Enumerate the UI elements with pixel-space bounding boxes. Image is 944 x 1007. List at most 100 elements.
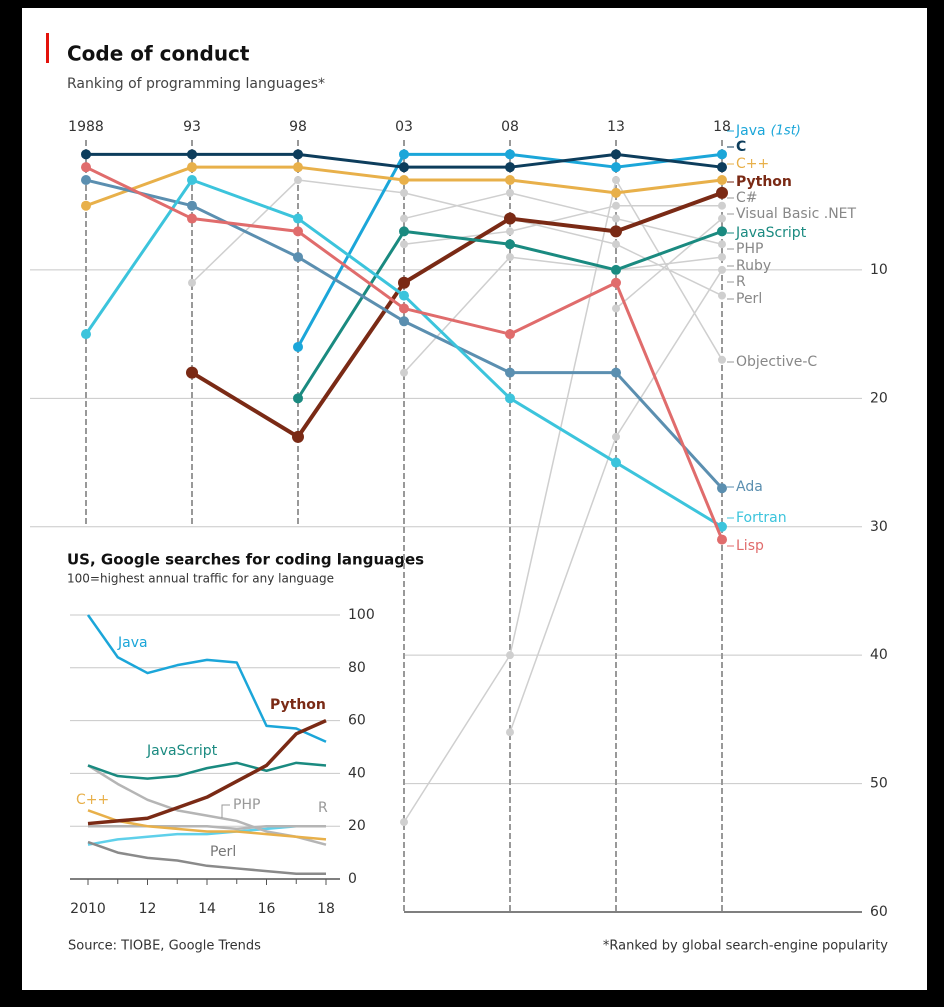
- footnote: *Ranked by global search-engine populari…: [603, 939, 888, 954]
- point: [717, 521, 727, 532]
- point: [400, 368, 408, 377]
- series-label: Visual Basic .NET: [736, 206, 857, 222]
- point: [505, 239, 515, 250]
- series-line: [191, 179, 723, 297]
- point: [505, 175, 515, 186]
- x-tick-label: 93: [183, 119, 201, 135]
- point: [505, 162, 515, 173]
- point: [717, 226, 727, 237]
- point: [506, 188, 514, 197]
- point: [293, 341, 303, 352]
- point: [718, 355, 726, 364]
- chart-title: Code of conduct: [67, 42, 250, 66]
- series-line: [87, 761, 327, 780]
- x-tick-label: 12: [139, 901, 157, 917]
- point: [611, 277, 621, 288]
- point: [611, 162, 621, 173]
- point: [399, 175, 409, 186]
- annotation: (1st): [771, 124, 801, 139]
- point: [186, 366, 198, 379]
- point: [717, 534, 727, 545]
- point: [611, 264, 621, 275]
- point: [399, 162, 409, 173]
- source: Source: TIOBE, Google Trends: [68, 939, 261, 954]
- point: [718, 253, 726, 262]
- point: [718, 214, 726, 223]
- point: [717, 162, 727, 173]
- point: [611, 457, 621, 468]
- point: [718, 265, 726, 274]
- point: [718, 291, 726, 300]
- point: [717, 175, 727, 186]
- series-label: Perl: [736, 291, 762, 307]
- y-tick-label: 60: [870, 904, 888, 920]
- series-label: JavaScript: [735, 225, 807, 241]
- series-line: [88, 824, 326, 831]
- point: [611, 149, 621, 160]
- series-line: [86, 614, 327, 743]
- series-label: R: [318, 800, 328, 816]
- x-tick-label: 18: [317, 901, 335, 917]
- point: [399, 149, 409, 160]
- y-tick-label: 60: [348, 713, 366, 729]
- series-label: Java: [735, 123, 766, 139]
- point: [398, 276, 410, 289]
- y-tick-label: 40: [870, 647, 888, 663]
- point: [400, 240, 408, 249]
- y-tick-label: 80: [348, 660, 366, 676]
- y-tick-label: 100: [348, 607, 375, 623]
- point: [505, 393, 515, 404]
- point: [718, 201, 726, 210]
- x-tick-label: 08: [501, 119, 519, 135]
- point: [611, 367, 621, 378]
- series-label: C++: [76, 792, 109, 808]
- point: [81, 175, 91, 186]
- series-label: R: [736, 274, 746, 290]
- series-label: C: [736, 139, 746, 155]
- point: [187, 149, 197, 160]
- inset-subtitle: 100=highest annual traffic for any langu…: [67, 572, 334, 586]
- chart-subtitle: Ranking of programming languages*: [67, 76, 325, 92]
- y-tick-label: 30: [870, 519, 888, 535]
- point: [612, 176, 620, 185]
- point: [293, 393, 303, 404]
- point: [716, 186, 728, 199]
- point: [506, 651, 514, 660]
- point: [187, 213, 197, 224]
- point: [717, 483, 727, 494]
- point: [187, 200, 197, 211]
- series-label: Python: [736, 174, 792, 190]
- x-tick-label: 03: [395, 119, 413, 135]
- x-tick-label: 2010: [70, 901, 106, 917]
- y-tick-label: 20: [348, 818, 366, 834]
- point: [506, 253, 514, 262]
- point: [612, 304, 620, 313]
- point: [505, 329, 515, 340]
- series-label: PHP: [736, 241, 763, 257]
- point: [400, 214, 408, 223]
- x-tick-label: 14: [198, 901, 216, 917]
- point: [718, 240, 726, 249]
- series-line: [87, 809, 327, 841]
- point: [610, 225, 622, 238]
- series-label: C#: [736, 190, 758, 206]
- point: [612, 214, 620, 223]
- point: [506, 728, 514, 737]
- x-tick-label: 98: [289, 119, 307, 135]
- x-tick-label: 13: [607, 119, 625, 135]
- point: [81, 200, 91, 211]
- x-tick-label: 18: [713, 119, 731, 135]
- point: [294, 176, 302, 185]
- point: [717, 149, 727, 160]
- php-leader: [221, 804, 230, 818]
- point: [506, 227, 514, 236]
- point: [81, 149, 91, 160]
- point: [612, 201, 620, 210]
- point: [293, 149, 303, 160]
- y-tick-label: 0: [348, 871, 357, 887]
- point: [293, 162, 303, 173]
- point: [504, 212, 516, 225]
- x-tick-label: 1988: [68, 119, 104, 135]
- point: [505, 149, 515, 160]
- series-label: Ruby: [736, 258, 771, 274]
